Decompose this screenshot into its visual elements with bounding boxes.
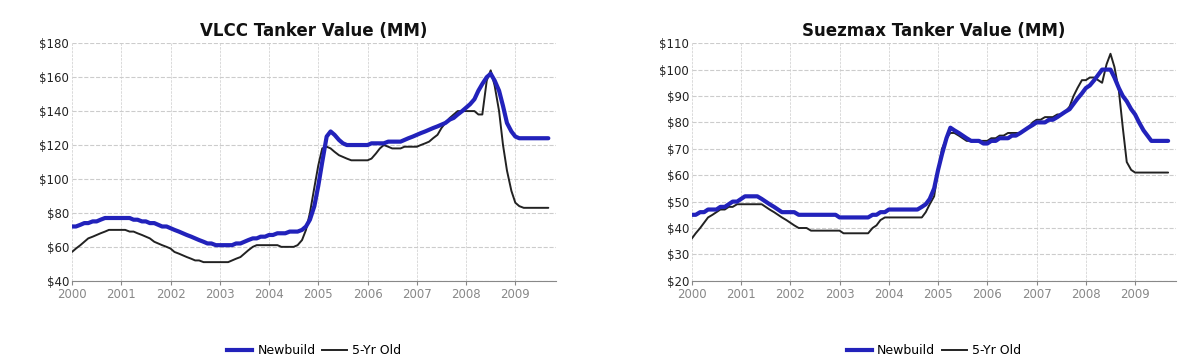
5-Yr Old: [282, 245, 296, 249]
5-Yr Old: [155, 243, 169, 247]
Legend: Newbuild, 5-Yr Old: Newbuild, 5-Yr Old: [222, 339, 406, 360]
5-Yr Old: [197, 260, 211, 264]
5-Yr Old: [1160, 170, 1175, 175]
5-Yr Old: [484, 68, 498, 72]
5-Yr Old: [811, 229, 826, 233]
Newbuild: [209, 243, 223, 247]
5-Yr Old: [898, 215, 912, 220]
Title: VLCC Tanker Value (MM): VLCC Tanker Value (MM): [200, 22, 427, 40]
5-Yr Old: [163, 246, 178, 251]
Legend: Newbuild, 5-Yr Old: Newbuild, 5-Yr Old: [842, 339, 1026, 360]
Newbuild: [65, 224, 79, 229]
Newbuild: [902, 207, 917, 212]
Newbuild: [775, 210, 790, 214]
5-Yr Old: [796, 226, 810, 230]
Newbuild: [1136, 128, 1151, 132]
Title: Suezmax Tanker Value (MM): Suezmax Tanker Value (MM): [803, 22, 1066, 40]
Newbuild: [784, 210, 798, 214]
Line: 5-Yr Old: 5-Yr Old: [691, 54, 1168, 239]
Newbuild: [484, 72, 498, 76]
5-Yr Old: [516, 206, 530, 210]
5-Yr Old: [175, 253, 190, 257]
5-Yr Old: [1132, 170, 1146, 175]
Line: 5-Yr Old: 5-Yr Old: [72, 70, 548, 262]
Newbuild: [175, 231, 190, 235]
Newbuild: [796, 213, 810, 217]
Newbuild: [684, 213, 698, 217]
Newbuild: [155, 224, 169, 229]
Line: Newbuild: Newbuild: [72, 74, 548, 245]
Newbuild: [811, 213, 826, 217]
5-Yr Old: [784, 221, 798, 225]
5-Yr Old: [65, 250, 79, 254]
5-Yr Old: [775, 215, 790, 220]
Newbuild: [282, 229, 296, 234]
5-Yr Old: [192, 258, 206, 262]
Newbuild: [541, 136, 556, 140]
Newbuild: [192, 238, 206, 242]
Newbuild: [163, 226, 178, 230]
Newbuild: [1094, 67, 1109, 72]
Newbuild: [833, 215, 847, 220]
Line: Newbuild: Newbuild: [691, 69, 1168, 217]
5-Yr Old: [684, 237, 698, 241]
Newbuild: [1160, 139, 1175, 143]
Newbuild: [516, 136, 530, 140]
5-Yr Old: [541, 206, 556, 210]
5-Yr Old: [1103, 51, 1117, 56]
